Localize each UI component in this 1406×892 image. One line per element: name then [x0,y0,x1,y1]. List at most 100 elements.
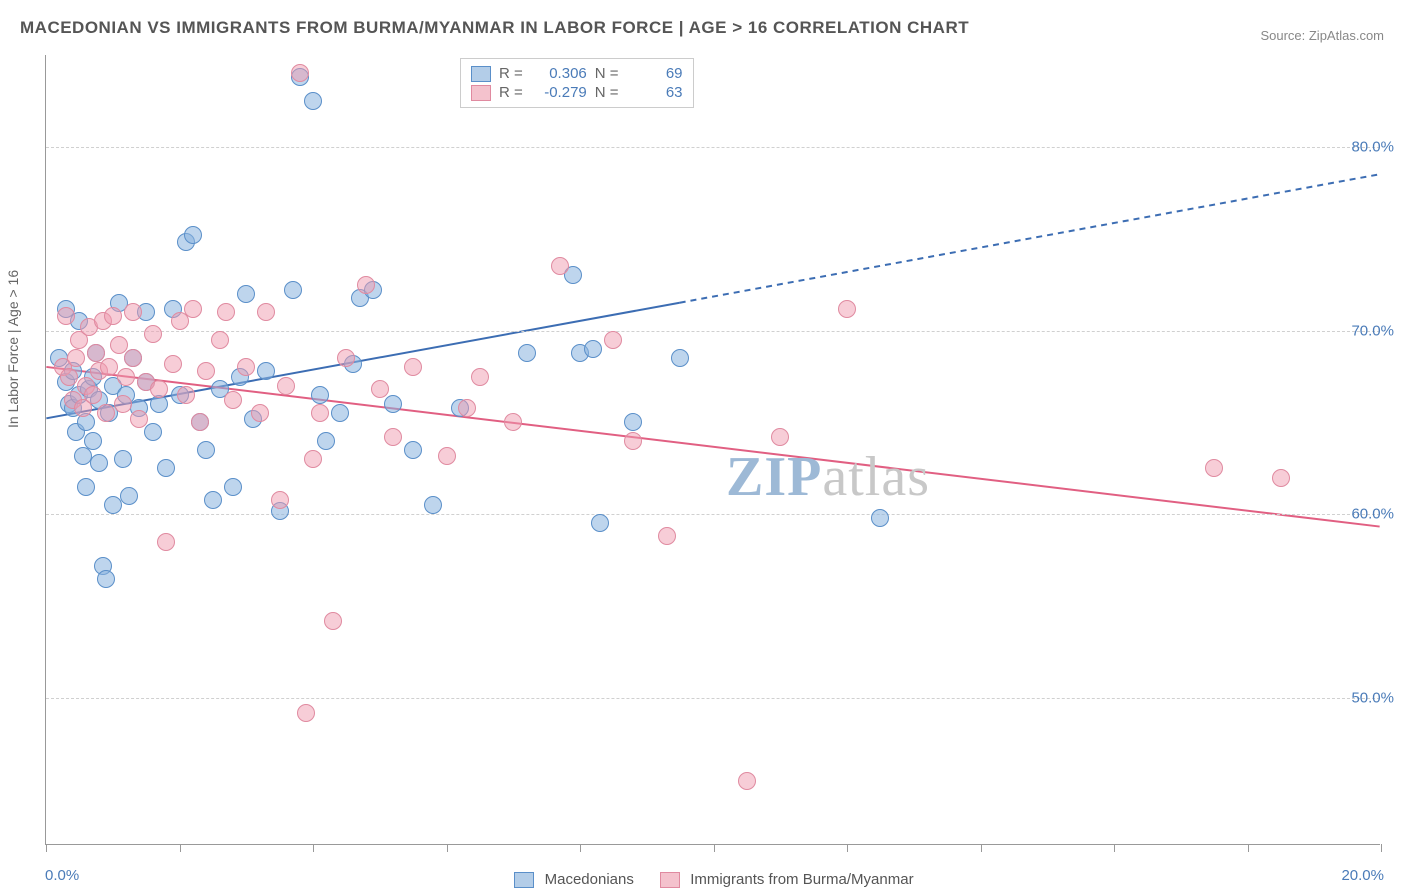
scatter-point-macedonian [204,491,222,509]
scatter-point-burma [604,331,622,349]
x-axis-tick [1381,844,1382,852]
scatter-point-macedonian [157,459,175,477]
legend-label-burma: Immigrants from Burma/Myanmar [690,871,913,888]
scatter-point-burma [100,358,118,376]
scatter-point-macedonian [97,570,115,588]
chart-title: MACEDONIAN VS IMMIGRANTS FROM BURMA/MYAN… [20,18,969,38]
plot-area: ZIPatlas [45,55,1380,845]
scatter-point-macedonian [331,404,349,422]
scatter-point-burma [371,380,389,398]
scatter-point-burma [257,303,275,321]
watermark: ZIPatlas [726,445,930,509]
gridline [46,514,1380,515]
scatter-point-burma [438,447,456,465]
x-axis-tick [447,844,448,852]
scatter-point-burma [217,303,235,321]
scatter-point-macedonian [120,487,138,505]
x-axis-tick [580,844,581,852]
y-axis-tick-label: 50.0% [1351,690,1394,707]
scatter-point-burma [838,300,856,318]
y-axis-tick-label: 70.0% [1351,322,1394,339]
scatter-point-macedonian [317,432,335,450]
scatter-point-macedonian [184,226,202,244]
legend-r-label: R = [499,84,523,101]
scatter-point-burma [251,404,269,422]
gridline [46,147,1380,148]
source-label: Source: ZipAtlas.com [1260,28,1384,43]
scatter-point-burma [658,527,676,545]
scatter-point-burma [164,355,182,373]
gridline [46,698,1380,699]
x-axis-tick [714,844,715,852]
legend-r-value-0: 0.306 [531,65,587,82]
legend-swatch-0 [471,66,491,82]
legend-swatch-macedonians [514,872,534,888]
scatter-point-burma [60,368,78,386]
scatter-point-burma [191,413,209,431]
correlation-legend: R = 0.306 N = 69 R = -0.279 N = 63 [460,58,694,108]
gridline [46,331,1380,332]
legend-swatch-burma [660,872,680,888]
y-axis-tick-label: 80.0% [1351,138,1394,155]
scatter-point-burma [114,395,132,413]
scatter-point-macedonian [104,496,122,514]
x-axis-tick [1114,844,1115,852]
scatter-point-macedonian [90,454,108,472]
x-axis-tick-0: 0.0% [45,867,79,884]
scatter-point-burma [87,344,105,362]
scatter-point-burma [197,362,215,380]
scatter-point-burma [551,257,569,275]
scatter-point-burma [184,300,202,318]
scatter-point-macedonian [237,285,255,303]
scatter-point-macedonian [671,349,689,367]
legend-swatch-1 [471,85,491,101]
x-axis-tick [180,844,181,852]
y-axis-tick-label: 60.0% [1351,506,1394,523]
scatter-point-burma [1272,469,1290,487]
scatter-point-macedonian [404,441,422,459]
scatter-point-burma [144,325,162,343]
scatter-point-burma [277,377,295,395]
legend-r-label: R = [499,65,523,82]
scatter-point-burma [177,386,195,404]
scatter-point-burma [297,704,315,722]
legend-n-label: N = [595,65,619,82]
trend-lines [46,55,1380,844]
scatter-point-burma [84,386,102,404]
scatter-point-burma [304,450,322,468]
scatter-point-burma [384,428,402,446]
legend-n-label: N = [595,84,619,101]
x-axis-tick [847,844,848,852]
scatter-point-burma [738,772,756,790]
x-axis-tick-20: 20.0% [1341,867,1384,884]
legend-n-value-0: 69 [627,65,683,82]
scatter-point-burma [157,533,175,551]
scatter-point-burma [224,391,242,409]
legend-n-value-1: 63 [627,84,683,101]
scatter-point-burma [357,276,375,294]
legend-label-macedonians: Macedonians [545,871,634,888]
legend-row-series-0: R = 0.306 N = 69 [471,65,683,82]
scatter-point-macedonian [197,441,215,459]
scatter-point-burma [150,380,168,398]
scatter-point-burma [471,368,489,386]
x-axis-tick [313,844,314,852]
scatter-point-macedonian [84,432,102,450]
scatter-point-burma [97,404,115,422]
scatter-point-macedonian [584,340,602,358]
x-axis-tick [46,844,47,852]
x-axis-tick [981,844,982,852]
scatter-point-burma [624,432,642,450]
scatter-point-burma [104,307,122,325]
scatter-point-burma [237,358,255,376]
scatter-point-burma [504,413,522,431]
scatter-point-burma [124,349,142,367]
scatter-point-burma [337,349,355,367]
scatter-point-macedonian [304,92,322,110]
scatter-point-burma [57,307,75,325]
legend-row-series-1: R = -0.279 N = 63 [471,84,683,101]
scatter-point-burma [124,303,142,321]
scatter-point-burma [291,64,309,82]
correlation-chart: MACEDONIAN VS IMMIGRANTS FROM BURMA/MYAN… [0,0,1406,892]
scatter-point-macedonian [518,344,536,362]
